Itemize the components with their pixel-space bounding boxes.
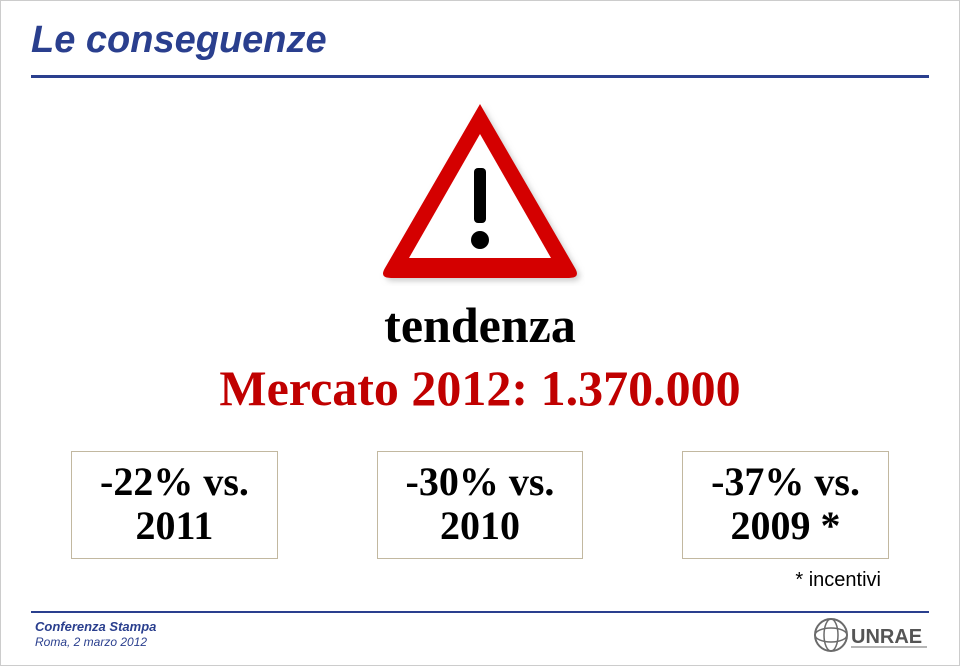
stat-year: 2009 * xyxy=(711,504,860,548)
logo-text: UNRAE xyxy=(851,626,922,648)
stat-year: 2011 xyxy=(100,504,249,548)
stat-box-2010: -30% vs. 2010 xyxy=(377,451,584,559)
slide-title: Le conseguenze xyxy=(31,19,327,62)
warning-triangle-icon xyxy=(375,96,585,286)
footer-date: Roma, 2 marzo 2012 xyxy=(35,635,156,651)
footer-conference: Conferenza Stampa xyxy=(35,619,156,636)
footer-text: Conferenza Stampa Roma, 2 marzo 2012 xyxy=(35,619,156,651)
stat-boxes: -22% vs. 2011 -30% vs. 2010 -37% vs. 200… xyxy=(71,451,889,559)
headline-line1: tendenza xyxy=(1,296,959,354)
stat-year: 2010 xyxy=(406,504,555,548)
stat-pct: -22% vs. xyxy=(100,460,249,504)
unrae-logo: UNRAE xyxy=(809,613,929,657)
stat-box-2011: -22% vs. 2011 xyxy=(71,451,278,559)
slide: Le conseguenze tendenza Mercato 2012: 1.… xyxy=(0,0,960,666)
footnote: * incentivi xyxy=(795,569,881,592)
stat-box-2009: -37% vs. 2009 * xyxy=(682,451,889,559)
stat-pct: -30% vs. xyxy=(406,460,555,504)
title-underline xyxy=(31,75,929,78)
stat-pct: -37% vs. xyxy=(711,460,860,504)
footer-rule xyxy=(31,611,929,613)
headline-line2: Mercato 2012: 1.370.000 xyxy=(1,359,959,417)
